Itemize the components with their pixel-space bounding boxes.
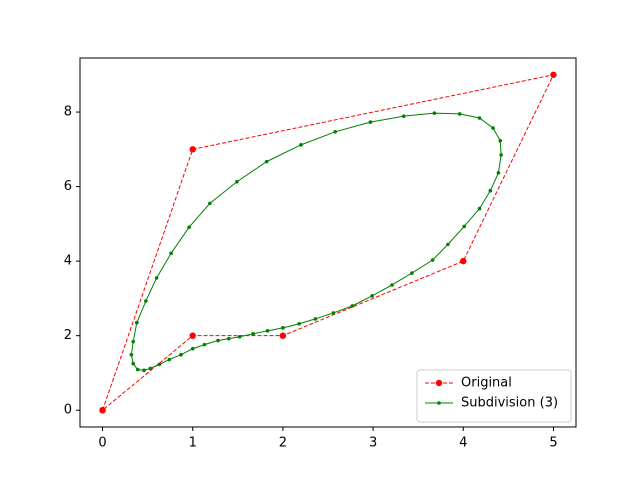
point (550, 71, 557, 78)
point (202, 342, 207, 347)
point (401, 114, 406, 118)
point (350, 304, 355, 308)
point (154, 276, 159, 280)
point (457, 112, 462, 116)
point (157, 362, 162, 367)
point (333, 130, 338, 134)
legend-marker (437, 401, 441, 405)
point (169, 251, 173, 256)
point (477, 206, 482, 211)
point (410, 271, 414, 275)
point (208, 201, 212, 206)
point (460, 257, 467, 265)
point (264, 159, 269, 164)
point (189, 146, 196, 153)
point (131, 339, 136, 344)
point (135, 320, 139, 325)
point (148, 366, 153, 371)
point (488, 188, 493, 193)
point (237, 335, 242, 339)
point (279, 332, 287, 339)
point (368, 120, 373, 124)
point (144, 299, 148, 303)
x-tick-label: 1 (189, 436, 197, 451)
legend-label: Subdivision (3) (461, 396, 558, 411)
y-tick-label: 8 (64, 105, 72, 120)
y-tick-label: 0 (64, 403, 72, 418)
point (251, 332, 255, 336)
x-tick-label: 4 (459, 436, 467, 451)
point (235, 179, 239, 184)
point (491, 126, 495, 130)
x-tick-label: 0 (98, 436, 106, 451)
point (430, 258, 435, 262)
axes-frame (79, 57, 577, 428)
y-tick-label: 6 (64, 179, 72, 194)
point (313, 317, 318, 321)
point (227, 336, 231, 341)
point (390, 283, 394, 287)
legend-marker (435, 379, 443, 387)
point (331, 311, 336, 315)
point (99, 407, 106, 414)
point (281, 326, 285, 330)
point (462, 224, 466, 229)
x-tick-label: 5 (549, 436, 557, 451)
point (297, 321, 301, 326)
x-tick-label: 3 (369, 436, 377, 451)
point (216, 338, 220, 343)
point (142, 368, 146, 373)
point (189, 332, 196, 339)
y-tick-label: 2 (64, 328, 72, 343)
point (499, 153, 503, 157)
point (446, 242, 450, 247)
point (187, 225, 191, 230)
point (432, 111, 437, 115)
point (179, 352, 183, 357)
point (370, 294, 374, 298)
legend-box (416, 369, 572, 423)
point (299, 143, 303, 147)
point (498, 138, 503, 143)
legend-label: Original (461, 376, 512, 391)
series-line (130, 112, 502, 371)
point (477, 116, 482, 120)
point (496, 171, 501, 175)
point (190, 346, 195, 351)
point (167, 357, 172, 362)
point (131, 361, 136, 366)
x-tick-label: 2 (279, 436, 287, 451)
point (135, 367, 140, 372)
point (129, 352, 134, 357)
y-tick-label: 4 (64, 254, 72, 269)
point (265, 329, 270, 333)
